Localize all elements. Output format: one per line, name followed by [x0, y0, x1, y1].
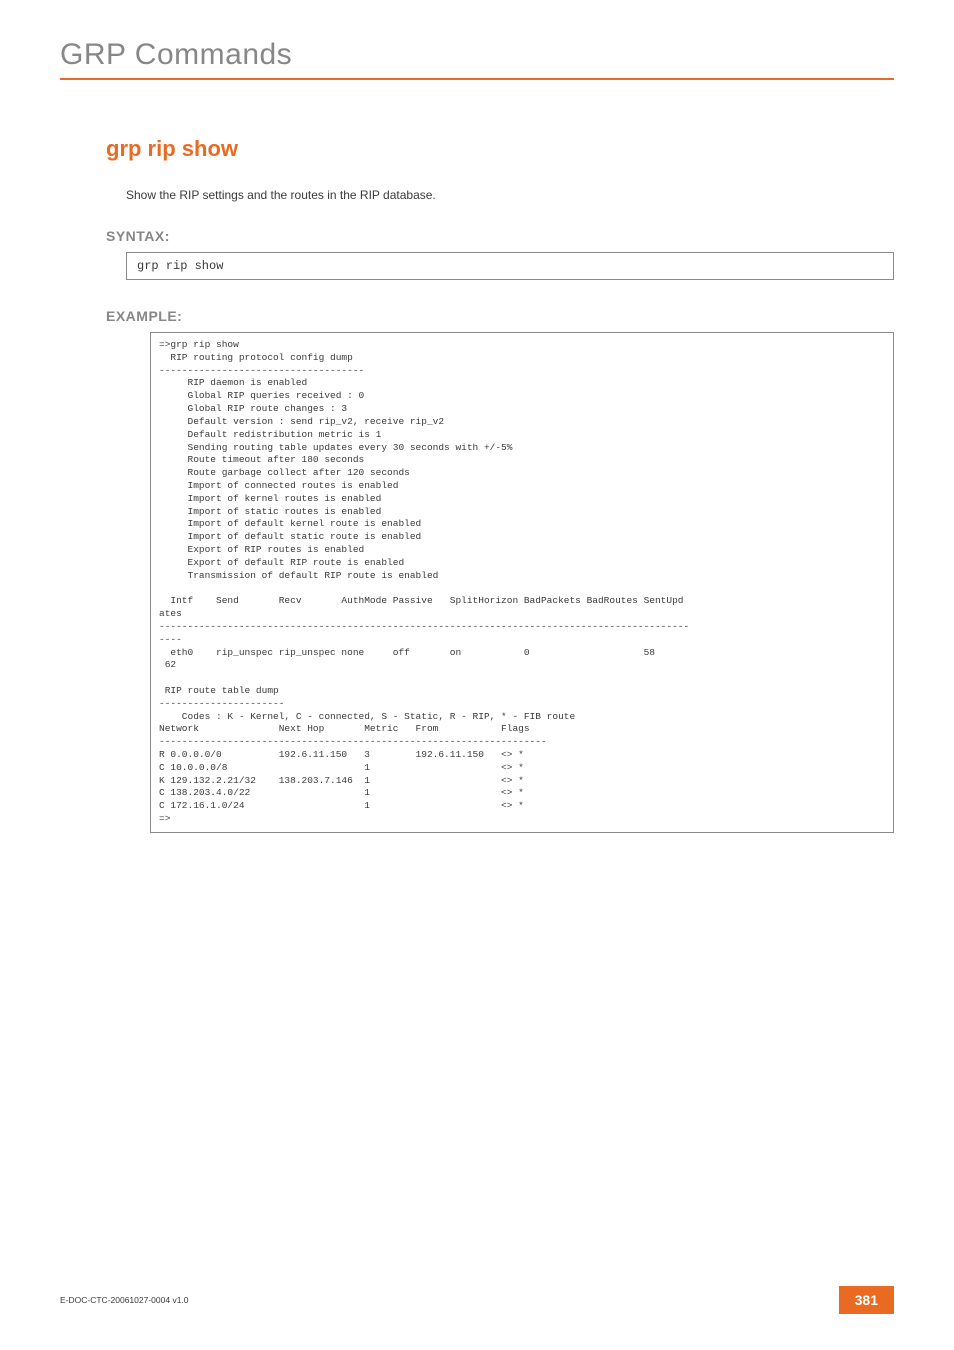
- syntax-box: grp rip show: [126, 252, 894, 280]
- divider-top: [60, 78, 894, 80]
- example-label: EXAMPLE:: [106, 308, 894, 324]
- syntax-label: SYNTAX:: [106, 228, 894, 244]
- command-title: grp rip show: [106, 136, 894, 162]
- example-box: =>grp rip show RIP routing protocol conf…: [150, 332, 894, 833]
- command-description: Show the RIP settings and the routes in …: [126, 188, 894, 202]
- doc-id: E-DOC-CTC-20061027-0004 v1.0: [60, 1295, 189, 1305]
- page-number: 381: [839, 1286, 894, 1314]
- page-footer: E-DOC-CTC-20061027-0004 v1.0 381: [60, 1286, 894, 1314]
- chapter-title: GRP Commands: [60, 38, 894, 72]
